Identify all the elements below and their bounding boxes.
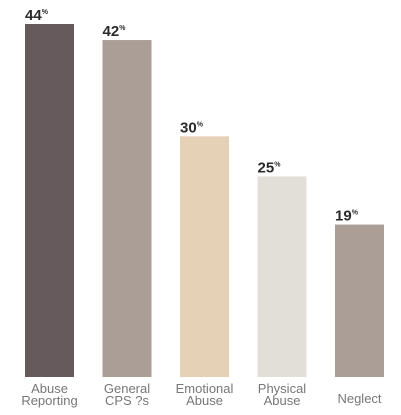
category-label-line: Abuse: [31, 381, 68, 396]
category-label-2: General CPS ?s: [104, 381, 150, 408]
category-label-line: Abuse: [186, 393, 223, 408]
data-label-3: 30%: [180, 119, 204, 136]
category-label-3: Emotional Abuse: [176, 381, 234, 408]
bar-3: [180, 136, 229, 377]
category-label-line: CPS ?s: [105, 393, 150, 408]
data-label-2: 42%: [103, 23, 127, 40]
data-label-suffix: %: [274, 161, 281, 168]
data-label-5: 19%: [335, 208, 359, 225]
category-label-line: Neglect: [337, 391, 381, 406]
data-label-suffix: %: [352, 210, 359, 217]
data-label-value: 25: [258, 159, 275, 176]
bar-4: [257, 176, 307, 377]
category-label-line: Reporting: [21, 393, 77, 408]
category-label-line: General: [104, 381, 150, 396]
category-label-1: Abuse Reporting: [21, 381, 77, 408]
category-label-line: Emotional: [176, 381, 234, 396]
data-label-value: 42: [103, 23, 120, 40]
data-label-suffix: %: [197, 121, 204, 128]
bar-1: [25, 24, 74, 377]
data-label-suffix: %: [119, 25, 126, 32]
data-label-4: 25%: [258, 159, 282, 176]
data-label-value: 19: [335, 208, 352, 225]
data-label-value: 30: [180, 119, 197, 136]
bar-2: [102, 40, 152, 377]
bar-5: [335, 224, 384, 377]
data-label-1: 44%: [25, 7, 49, 24]
data-label-value: 44: [25, 7, 42, 24]
category-label-line: Physical: [258, 381, 307, 396]
data-label-suffix: %: [42, 9, 49, 16]
category-label-4: Physical Abuse: [258, 381, 307, 408]
category-label-line: Abuse: [264, 393, 301, 408]
category-label-5: Neglect: [337, 391, 381, 406]
